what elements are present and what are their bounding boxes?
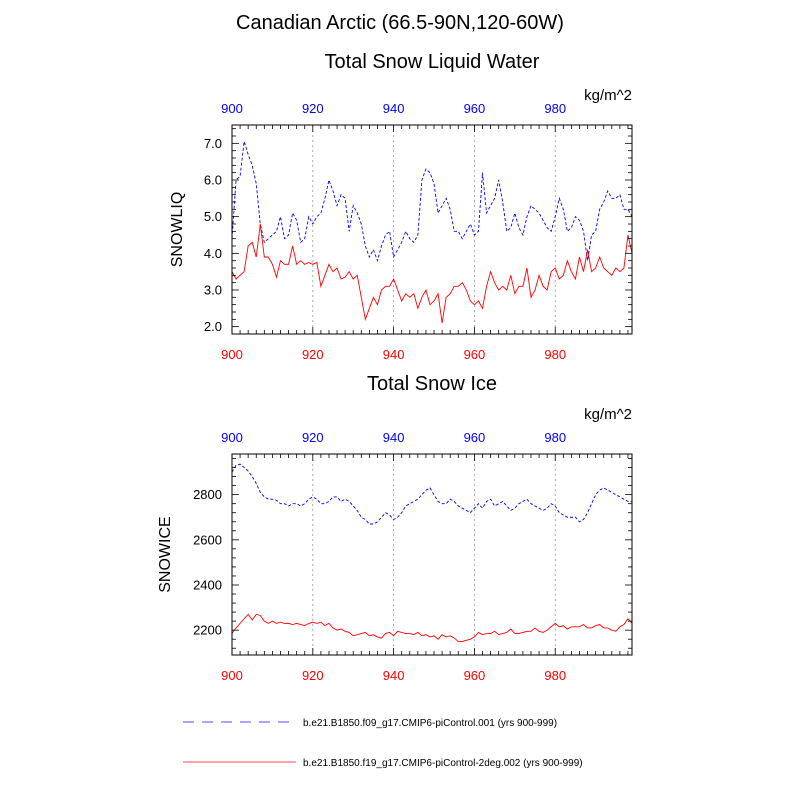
x-tick-label-top: 960 — [464, 101, 486, 116]
y-tick-label: 6.0 — [204, 173, 222, 188]
x-tick-label-top: 940 — [383, 101, 405, 116]
x-tick-label-bottom: 960 — [464, 347, 486, 362]
x-tick-label-bottom: 900 — [221, 347, 243, 362]
x-tick-label-bottom: 940 — [383, 668, 405, 683]
legend-label: b.e21.B1850.f19_g17.CMIP6-piControl-2deg… — [303, 758, 583, 769]
x-tick-label-bottom: 940 — [383, 347, 405, 362]
x-tick-label-top: 900 — [221, 430, 243, 445]
x-tick-label-bottom: 920 — [302, 347, 324, 362]
x-tick-label-bottom: 980 — [544, 668, 566, 683]
y-tick-label: 2200 — [193, 623, 222, 638]
x-tick-label-top: 940 — [383, 430, 405, 445]
chart-title: Total Snow Ice — [367, 373, 497, 395]
chart-title: Total Snow Liquid Water — [325, 51, 540, 73]
y-tick-label: 7.0 — [204, 136, 222, 151]
x-tick-label-top: 920 — [302, 101, 324, 116]
x-tick-label-top: 980 — [544, 430, 566, 445]
page-title: Canadian Arctic (66.5-90N,120-60W) — [236, 12, 564, 34]
x-tick-label-top: 920 — [302, 430, 324, 445]
x-tick-label-bottom: 920 — [302, 668, 324, 683]
y-tick-label: 2400 — [193, 577, 222, 592]
x-tick-label-bottom: 900 — [221, 668, 243, 683]
y-tick-label: 3.0 — [204, 283, 222, 298]
y-axis-label: SNOWICE — [157, 516, 174, 592]
series-line-red — [231, 223, 633, 324]
series-line-red — [231, 613, 633, 642]
y-axis-label: SNOWLIQ — [169, 192, 186, 268]
y-tick-label: 2800 — [193, 487, 222, 502]
y-tick-label: 5.0 — [204, 209, 222, 224]
plot-frame — [231, 453, 633, 656]
units-label: kg/m^2 — [584, 406, 632, 423]
series-line-blue — [231, 463, 632, 525]
legend-label: b.e21.B1850.f09_g17.CMIP6-piControl.001 … — [303, 718, 557, 729]
x-tick-label-top: 980 — [544, 101, 566, 116]
x-tick-label-bottom: 960 — [464, 668, 486, 683]
plot-frame — [231, 124, 633, 335]
units-label: kg/m^2 — [584, 87, 632, 104]
y-tick-label: 4.0 — [204, 246, 222, 261]
x-tick-label-top: 900 — [221, 101, 243, 116]
x-tick-label-top: 960 — [464, 430, 486, 445]
y-tick-label: 2600 — [193, 532, 222, 547]
snowliq-chart: Total Snow Liquid Water kg/m^2 SNOWLIQ 900 9… — [169, 51, 633, 362]
y-tick-label: 2.0 — [204, 319, 222, 334]
x-tick-label-bottom: 980 — [544, 347, 566, 362]
